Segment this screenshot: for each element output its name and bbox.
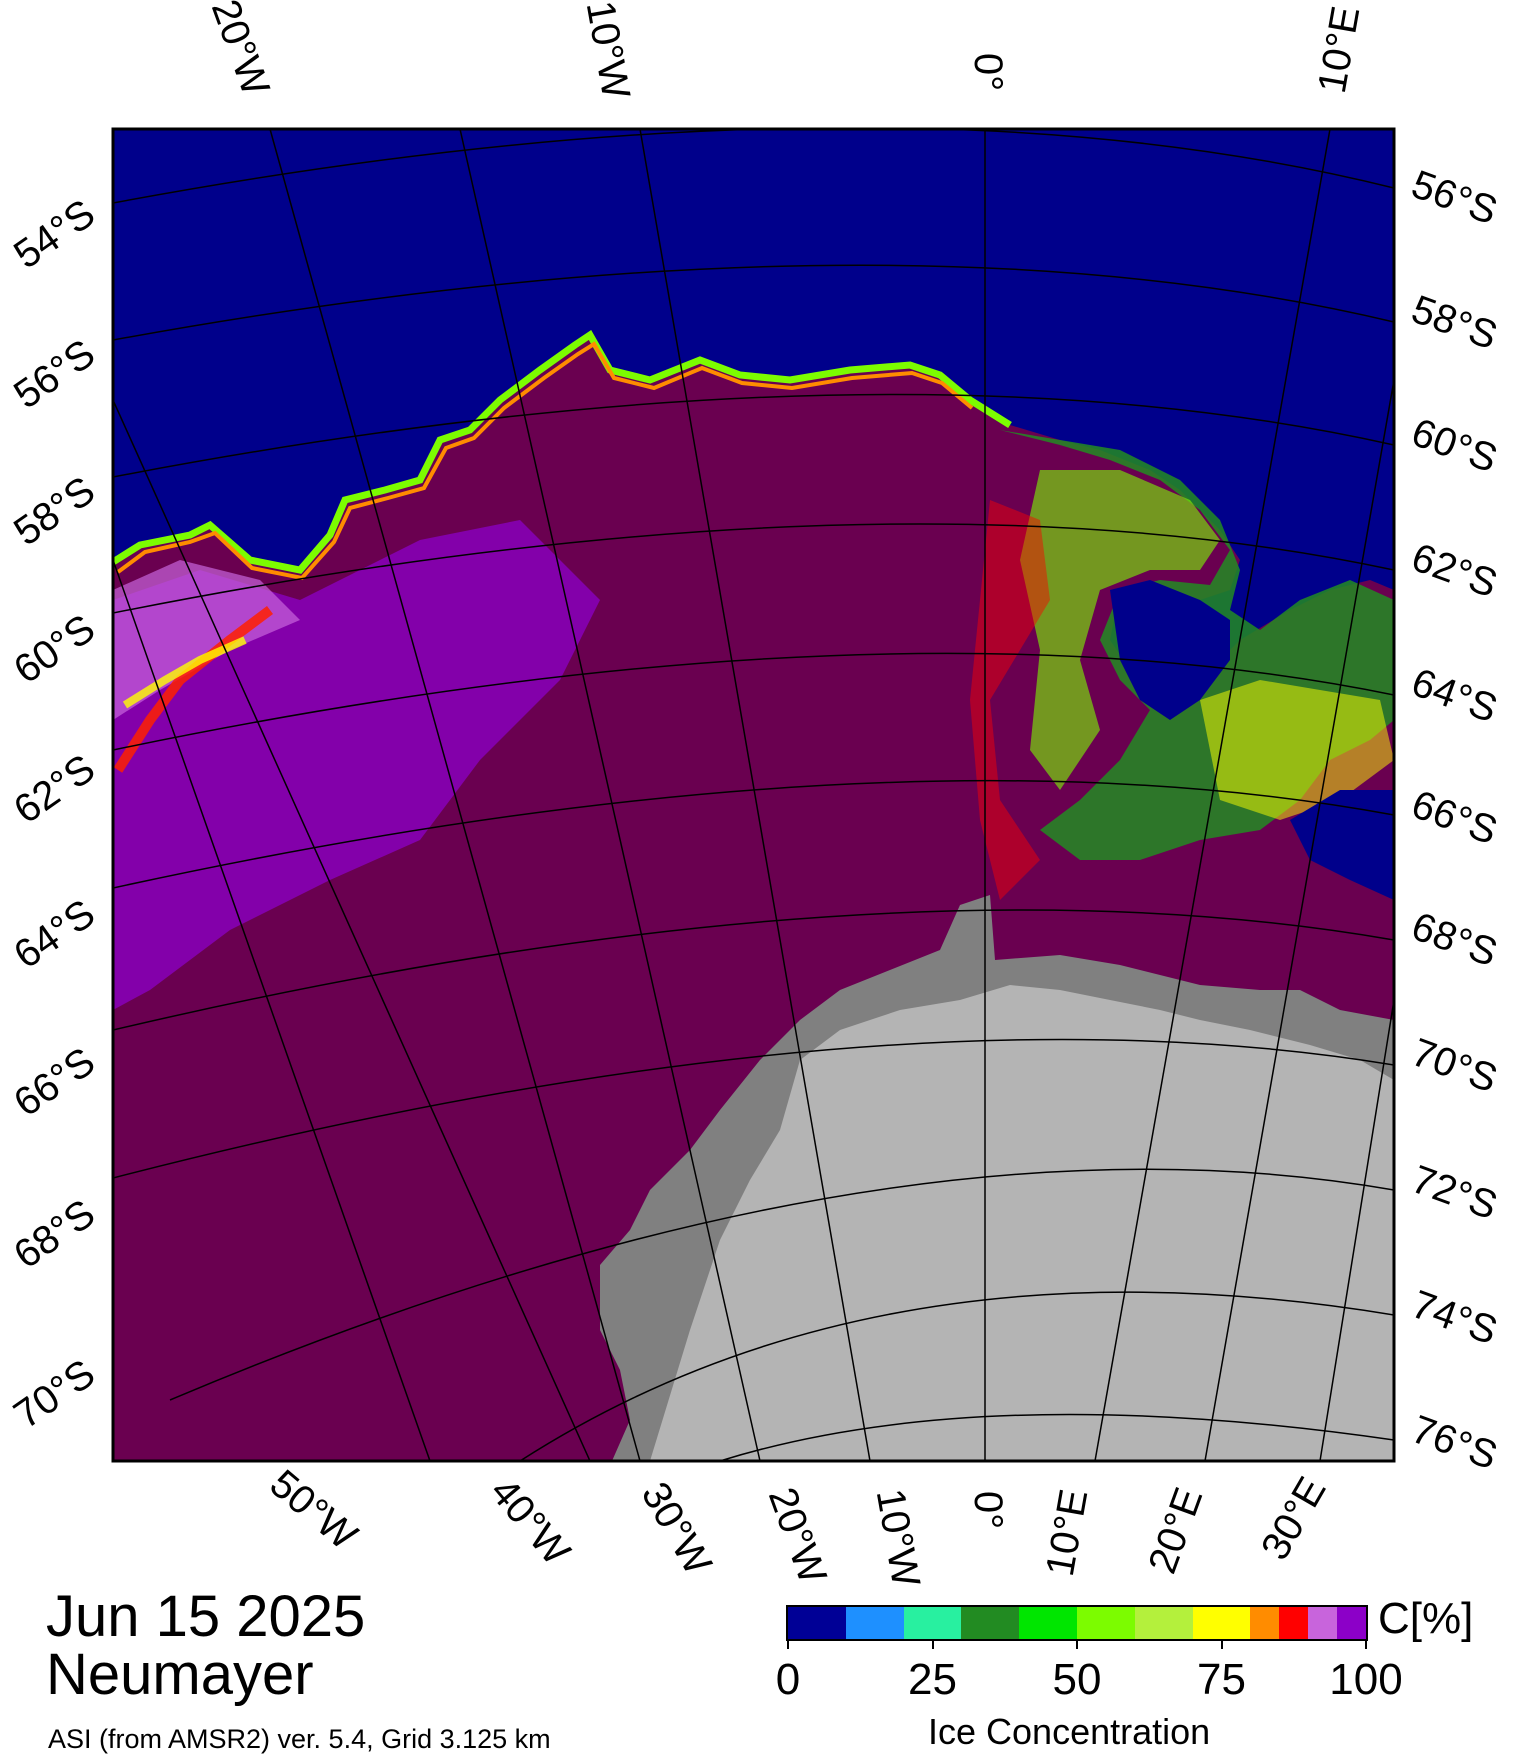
ice-edge-yellow bbox=[122, 636, 247, 709]
lat-label-right: 64°S bbox=[1406, 660, 1503, 731]
data-source: ASI (from AMSR2) ver. 5.4, Grid 3.125 km bbox=[48, 1724, 551, 1754]
eastern-ice-yellow bbox=[1200, 680, 1394, 820]
map-frame bbox=[111, 127, 1396, 1463]
lat-label-left: 70°S bbox=[6, 1351, 103, 1437]
lon-label-bottom: 50°W bbox=[262, 1462, 366, 1559]
lat-label-left: 66°S bbox=[6, 1039, 103, 1125]
lat-label-left: 68°S bbox=[6, 1191, 103, 1277]
meridian-10w bbox=[639, 129, 871, 1461]
parallel-66s bbox=[113, 779, 1394, 889]
parallel-76s bbox=[719, 1413, 1394, 1461]
eastern-ice-light-green bbox=[1020, 470, 1220, 790]
parallel-70s bbox=[113, 1038, 1394, 1179]
meridian-20e bbox=[1204, 379, 1394, 1461]
colorbar-segment bbox=[1134, 1607, 1193, 1639]
lat-label-left: 56°S bbox=[6, 331, 103, 417]
station-name: Neumayer bbox=[46, 1642, 314, 1707]
lon-label-bottom: 30°W bbox=[633, 1475, 720, 1582]
lon-label-top: 0° bbox=[966, 53, 1010, 91]
lat-label-right: 76°S bbox=[1406, 1407, 1503, 1478]
lon-label-bottom: 30°E bbox=[1253, 1470, 1335, 1567]
lat-label-left: 62°S bbox=[6, 746, 103, 832]
lat-label-right: 62°S bbox=[1406, 535, 1503, 606]
colorbar-segment bbox=[903, 1607, 962, 1639]
colorbar-tick bbox=[1076, 1639, 1078, 1649]
lat-label-left: 58°S bbox=[6, 468, 103, 554]
open-water-east bbox=[1110, 580, 1230, 720]
lon-label-bottom: 0° bbox=[966, 1491, 1010, 1529]
colorbar-segment bbox=[1337, 1607, 1366, 1639]
lat-label-right: 72°S bbox=[1406, 1157, 1503, 1228]
ice-edge-green bbox=[113, 330, 1012, 574]
colorbar-tick-label: 25 bbox=[908, 1655, 957, 1704]
colorbar-segment bbox=[1076, 1607, 1135, 1639]
parallel-58s bbox=[113, 264, 1394, 341]
lat-labels-left: 54°S 56°S 58°S 60°S 62°S 64°S 66°S 68°S … bbox=[6, 191, 103, 1437]
parallel-72s bbox=[169, 1168, 1394, 1401]
lat-labels-right: 56°S 58°S 60°S 62°S 64°S 66°S 68°S 70°S … bbox=[1406, 162, 1503, 1478]
lon-labels-bottom: 50°W 40°W 30°W 20°W 10°W 0° 10°E 20°E 30… bbox=[262, 1462, 1335, 1591]
lon-labels-top: 20°W 10°W 0° 10°E bbox=[203, 0, 1369, 102]
lat-label-right: 56°S bbox=[1406, 162, 1503, 233]
colorbar-segment bbox=[1019, 1607, 1077, 1639]
colorbar-segment bbox=[845, 1607, 904, 1639]
lon-label-bottom: 40°W bbox=[482, 1470, 579, 1574]
lat-label-left: 54°S bbox=[6, 191, 103, 277]
ice-edge-orange bbox=[116, 341, 974, 581]
colorbar-tick bbox=[1365, 1639, 1367, 1649]
lon-label-top: 10°W bbox=[578, 0, 638, 102]
colorbar-segment bbox=[1192, 1607, 1251, 1639]
eastern-ice-red bbox=[970, 500, 1050, 900]
meridian-20w bbox=[459, 129, 761, 1461]
colorbar bbox=[786, 1605, 1368, 1641]
lat-label-right: 60°S bbox=[1406, 410, 1503, 481]
meridian-30e bbox=[1319, 999, 1394, 1461]
colorbar-tick-label: 100 bbox=[1329, 1655, 1403, 1704]
meridian-10e bbox=[1094, 129, 1331, 1461]
colorbar-title: Ice Concentration bbox=[928, 1711, 1211, 1752]
lat-label-right: 66°S bbox=[1406, 782, 1503, 853]
lon-label-top: 20°W bbox=[203, 0, 278, 101]
open-water-southeast bbox=[1290, 790, 1394, 900]
lat-label-left: 64°S bbox=[6, 891, 103, 977]
parallel-62s bbox=[113, 523, 1394, 614]
antarctic-continent bbox=[650, 985, 1394, 1461]
colorbar-tick bbox=[787, 1639, 789, 1649]
lat-label-right: 74°S bbox=[1406, 1282, 1503, 1353]
lon-label-bottom: 10°E bbox=[1038, 1486, 1096, 1579]
sea-ice-map: 54°S 56°S 58°S 60°S 62°S 64°S 66°S 68°S … bbox=[6, 0, 1503, 1591]
lat-label-left: 60°S bbox=[6, 606, 103, 692]
colorbar-tick bbox=[1220, 1639, 1223, 1649]
lat-label-right: 68°S bbox=[1406, 904, 1503, 975]
map-frame-content bbox=[113, 129, 1394, 1461]
meridian-30w bbox=[269, 129, 641, 1461]
parallel-56s bbox=[113, 129, 1394, 204]
parallel-64s bbox=[113, 652, 1394, 751]
meridian-40w bbox=[113, 399, 591, 1461]
colorbar-tick-label: 0 bbox=[775, 1655, 801, 1704]
lon-label-bottom: 20°W bbox=[760, 1482, 835, 1590]
meridian-50w bbox=[113, 559, 431, 1461]
colorbar-segment bbox=[1308, 1607, 1338, 1639]
colorbar-unit: C[%] bbox=[1378, 1594, 1474, 1643]
lon-label-top: 10°E bbox=[1310, 3, 1368, 96]
lat-label-right: 70°S bbox=[1406, 1030, 1503, 1101]
lon-label-bottom: 10°W bbox=[868, 1486, 928, 1591]
colorbar-tick-label: 50 bbox=[1052, 1655, 1102, 1704]
colorbar-tick bbox=[931, 1639, 934, 1649]
lat-label-right: 58°S bbox=[1406, 287, 1503, 358]
ice-edge-red bbox=[113, 606, 273, 773]
parallel-74s bbox=[519, 1291, 1394, 1461]
colorbar-segment bbox=[1250, 1607, 1280, 1639]
lon-label-bottom: 20°E bbox=[1140, 1482, 1211, 1579]
graticule bbox=[113, 129, 1394, 1461]
colorbar-segment bbox=[788, 1607, 846, 1639]
colorbar-tick-label: 75 bbox=[1197, 1655, 1246, 1704]
map-date: Jun 15 2025 bbox=[46, 1584, 366, 1649]
colorbar-segment bbox=[1279, 1607, 1309, 1639]
parallel-60s bbox=[113, 393, 1394, 478]
parallel-68s bbox=[113, 909, 1394, 1031]
colorbar-segment bbox=[961, 1607, 1020, 1639]
